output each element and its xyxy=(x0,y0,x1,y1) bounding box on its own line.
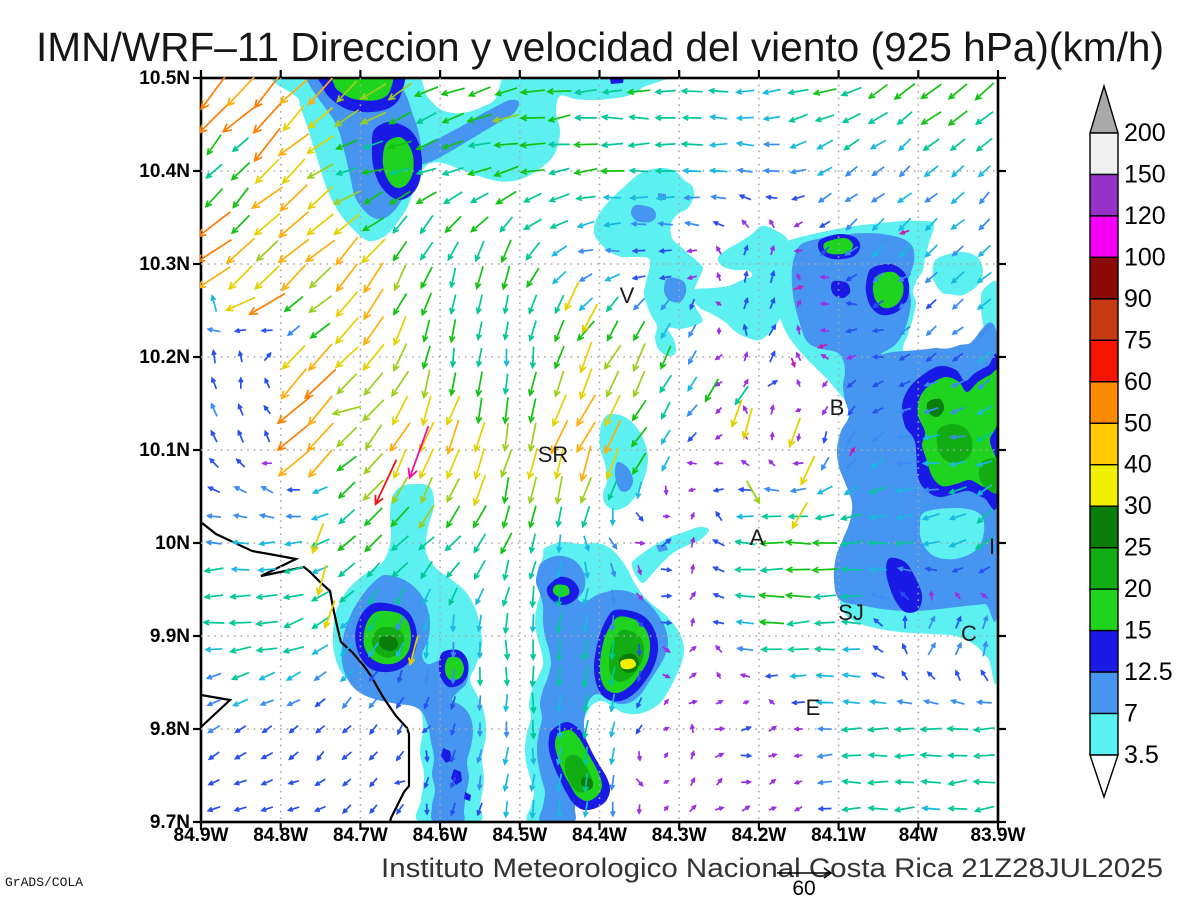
svg-text:A: A xyxy=(750,525,765,550)
svg-text:I: I xyxy=(989,534,995,559)
svg-text:10.1N: 10.1N xyxy=(139,440,190,461)
svg-text:V: V xyxy=(620,283,635,308)
svg-text:SR: SR xyxy=(538,442,569,467)
svg-text:84.8W: 84.8W xyxy=(253,825,308,846)
svg-text:84.7W: 84.7W xyxy=(333,825,388,846)
svg-text:84.4W: 84.4W xyxy=(572,825,627,846)
svg-text:10N: 10N xyxy=(155,533,190,554)
svg-text:10.3N: 10.3N xyxy=(139,254,190,275)
svg-text:84W: 84W xyxy=(899,825,938,846)
svg-text:30: 30 xyxy=(1124,492,1152,520)
svg-text:84.5W: 84.5W xyxy=(492,825,547,846)
svg-text:10.5N: 10.5N xyxy=(139,68,190,89)
svg-text:9.7N: 9.7N xyxy=(150,812,190,833)
svg-text:83.9W: 83.9W xyxy=(971,825,1026,846)
svg-text:50: 50 xyxy=(1124,409,1152,437)
svg-text:20: 20 xyxy=(1124,575,1152,603)
svg-text:150: 150 xyxy=(1124,161,1166,189)
svg-text:10.4N: 10.4N xyxy=(139,161,190,182)
svg-text:10.2N: 10.2N xyxy=(139,347,190,368)
svg-text:15: 15 xyxy=(1124,617,1152,645)
svg-text:9.8N: 9.8N xyxy=(150,719,190,740)
svg-text:84.1W: 84.1W xyxy=(811,825,866,846)
svg-text:9.9N: 9.9N xyxy=(150,626,190,647)
svg-text:90: 90 xyxy=(1124,285,1152,313)
svg-text:200: 200 xyxy=(1124,119,1166,147)
svg-text:60: 60 xyxy=(792,877,815,900)
svg-text:GrADS/COLA: GrADS/COLA xyxy=(5,875,83,890)
svg-text:Instituto Meteorologico Nacion: Instituto Meteorologico Nacional Costa R… xyxy=(381,853,1163,883)
svg-text:3.5: 3.5 xyxy=(1124,741,1159,769)
svg-text:100: 100 xyxy=(1124,243,1166,271)
svg-text:SJ: SJ xyxy=(838,600,864,625)
svg-text:84.9W: 84.9W xyxy=(174,825,229,846)
svg-text:84.2W: 84.2W xyxy=(731,825,786,846)
svg-text:7: 7 xyxy=(1124,700,1138,728)
svg-text:25: 25 xyxy=(1124,534,1152,562)
svg-text:E: E xyxy=(806,695,821,720)
svg-text:12.5: 12.5 xyxy=(1124,658,1173,686)
svg-text:84.6W: 84.6W xyxy=(413,825,468,846)
svg-text:60: 60 xyxy=(1124,368,1152,396)
svg-text:B: B xyxy=(830,395,845,420)
svg-text:120: 120 xyxy=(1124,202,1166,230)
svg-text:75: 75 xyxy=(1124,326,1152,354)
svg-text:IMN/WRF–11 Direccion y velocid: IMN/WRF–11 Direccion y velocidad del vie… xyxy=(36,24,1164,70)
svg-text:40: 40 xyxy=(1124,451,1152,479)
svg-text:C: C xyxy=(961,621,977,646)
svg-text:84.3W: 84.3W xyxy=(652,825,707,846)
